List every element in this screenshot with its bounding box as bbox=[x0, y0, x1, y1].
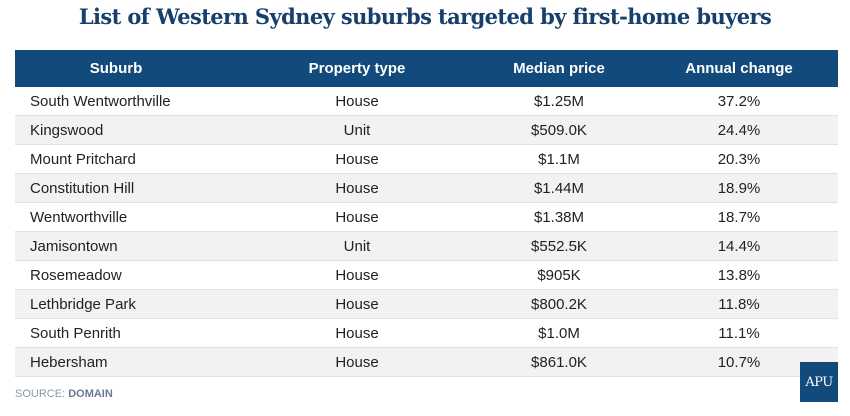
annual-change-cell: 37.2% bbox=[640, 87, 838, 116]
median-price-cell: $1.0M bbox=[478, 318, 640, 348]
annual-change-cell: 20.3% bbox=[640, 144, 838, 174]
annual-change-cell: 13.8% bbox=[640, 260, 838, 290]
page-title: List of Western Sydney suburbs targeted … bbox=[78, 4, 772, 29]
source-name: DOMAIN bbox=[68, 388, 113, 400]
median-price-cell: $552.5K bbox=[478, 231, 640, 261]
median-price-cell: $905K bbox=[478, 260, 640, 290]
table-header: Suburb Property type Median price Annual… bbox=[15, 50, 838, 87]
property-type-cell: House bbox=[236, 87, 478, 116]
suburbs-table: Suburb Property type Median price Annual… bbox=[15, 50, 838, 377]
median-price-cell: $1.25M bbox=[478, 87, 640, 116]
column-header: Median price bbox=[478, 50, 640, 87]
median-price-cell: $1.44M bbox=[478, 173, 640, 203]
suburb-cell: Kingswood bbox=[15, 115, 236, 145]
suburb-cell: Lethbridge Park bbox=[15, 289, 236, 319]
median-price-cell: $861.0K bbox=[478, 347, 640, 377]
suburb-cell: Mount Pritchard bbox=[15, 144, 236, 174]
annual-change-cell: 18.7% bbox=[640, 202, 838, 232]
annual-change-cell: 11.1% bbox=[640, 318, 838, 348]
suburb-cell: Wentworthville bbox=[15, 202, 236, 232]
property-type-cell: House bbox=[236, 202, 478, 232]
annual-change-cell: 11.8% bbox=[640, 289, 838, 319]
column-header: Suburb bbox=[15, 50, 236, 87]
median-price-cell: $509.0K bbox=[478, 115, 640, 145]
table-row: Mount Pritchard House $1.1M 20.3% bbox=[15, 144, 838, 174]
suburb-cell: Rosemeadow bbox=[15, 260, 236, 290]
source-note: SOURCE: DOMAIN bbox=[15, 388, 113, 400]
annual-change-cell: 24.4% bbox=[640, 115, 838, 145]
property-type-cell: Unit bbox=[236, 115, 478, 145]
property-type-cell: House bbox=[236, 318, 478, 348]
table-row: Jamisontown Unit $552.5K 14.4% bbox=[15, 231, 838, 261]
column-header: Annual change bbox=[640, 50, 838, 87]
suburb-cell: Constitution Hill bbox=[15, 173, 236, 203]
suburb-cell: South Penrith bbox=[15, 318, 236, 348]
property-type-cell: House bbox=[236, 260, 478, 290]
table-row: Kingswood Unit $509.0K 24.4% bbox=[15, 115, 838, 145]
property-type-cell: Unit bbox=[236, 231, 478, 261]
source-label: SOURCE: bbox=[15, 388, 66, 400]
table-row: Rosemeadow House $905K 13.8% bbox=[15, 260, 838, 290]
property-type-cell: House bbox=[236, 144, 478, 174]
table-row: Wentworthville House $1.38M 18.7% bbox=[15, 202, 838, 232]
table-row: Hebersham House $861.0K 10.7% bbox=[15, 347, 838, 377]
table-row: South Penrith House $1.0M 11.1% bbox=[15, 318, 838, 348]
apu-logo: APU bbox=[800, 362, 838, 402]
annual-change-cell: 14.4% bbox=[640, 231, 838, 261]
property-type-cell: House bbox=[236, 289, 478, 319]
median-price-cell: $1.1M bbox=[478, 144, 640, 174]
table-row: Constitution Hill House $1.44M 18.9% bbox=[15, 173, 838, 203]
suburb-cell: Jamisontown bbox=[15, 231, 236, 261]
median-price-cell: $1.38M bbox=[478, 202, 640, 232]
table-row: Lethbridge Park House $800.2K 11.8% bbox=[15, 289, 838, 319]
annual-change-cell: 18.9% bbox=[640, 173, 838, 203]
property-type-cell: House bbox=[236, 173, 478, 203]
property-type-cell: House bbox=[236, 347, 478, 377]
table-row: South Wentworthville House $1.25M 37.2% bbox=[15, 87, 838, 116]
suburb-cell: South Wentworthville bbox=[15, 87, 236, 116]
suburb-cell: Hebersham bbox=[15, 347, 236, 377]
median-price-cell: $800.2K bbox=[478, 289, 640, 319]
column-header: Property type bbox=[236, 50, 478, 87]
